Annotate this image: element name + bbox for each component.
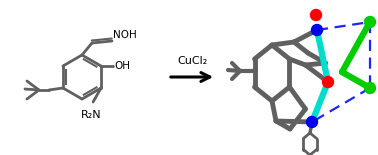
- Text: CuCl₂: CuCl₂: [177, 56, 207, 66]
- Circle shape: [310, 9, 322, 20]
- Circle shape: [364, 16, 375, 27]
- Circle shape: [311, 24, 322, 35]
- Text: OH: OH: [114, 61, 130, 71]
- Circle shape: [322, 77, 333, 88]
- Text: R₂N: R₂N: [81, 110, 101, 120]
- Text: NOH: NOH: [113, 30, 137, 40]
- Circle shape: [364, 82, 375, 93]
- Circle shape: [307, 117, 318, 128]
